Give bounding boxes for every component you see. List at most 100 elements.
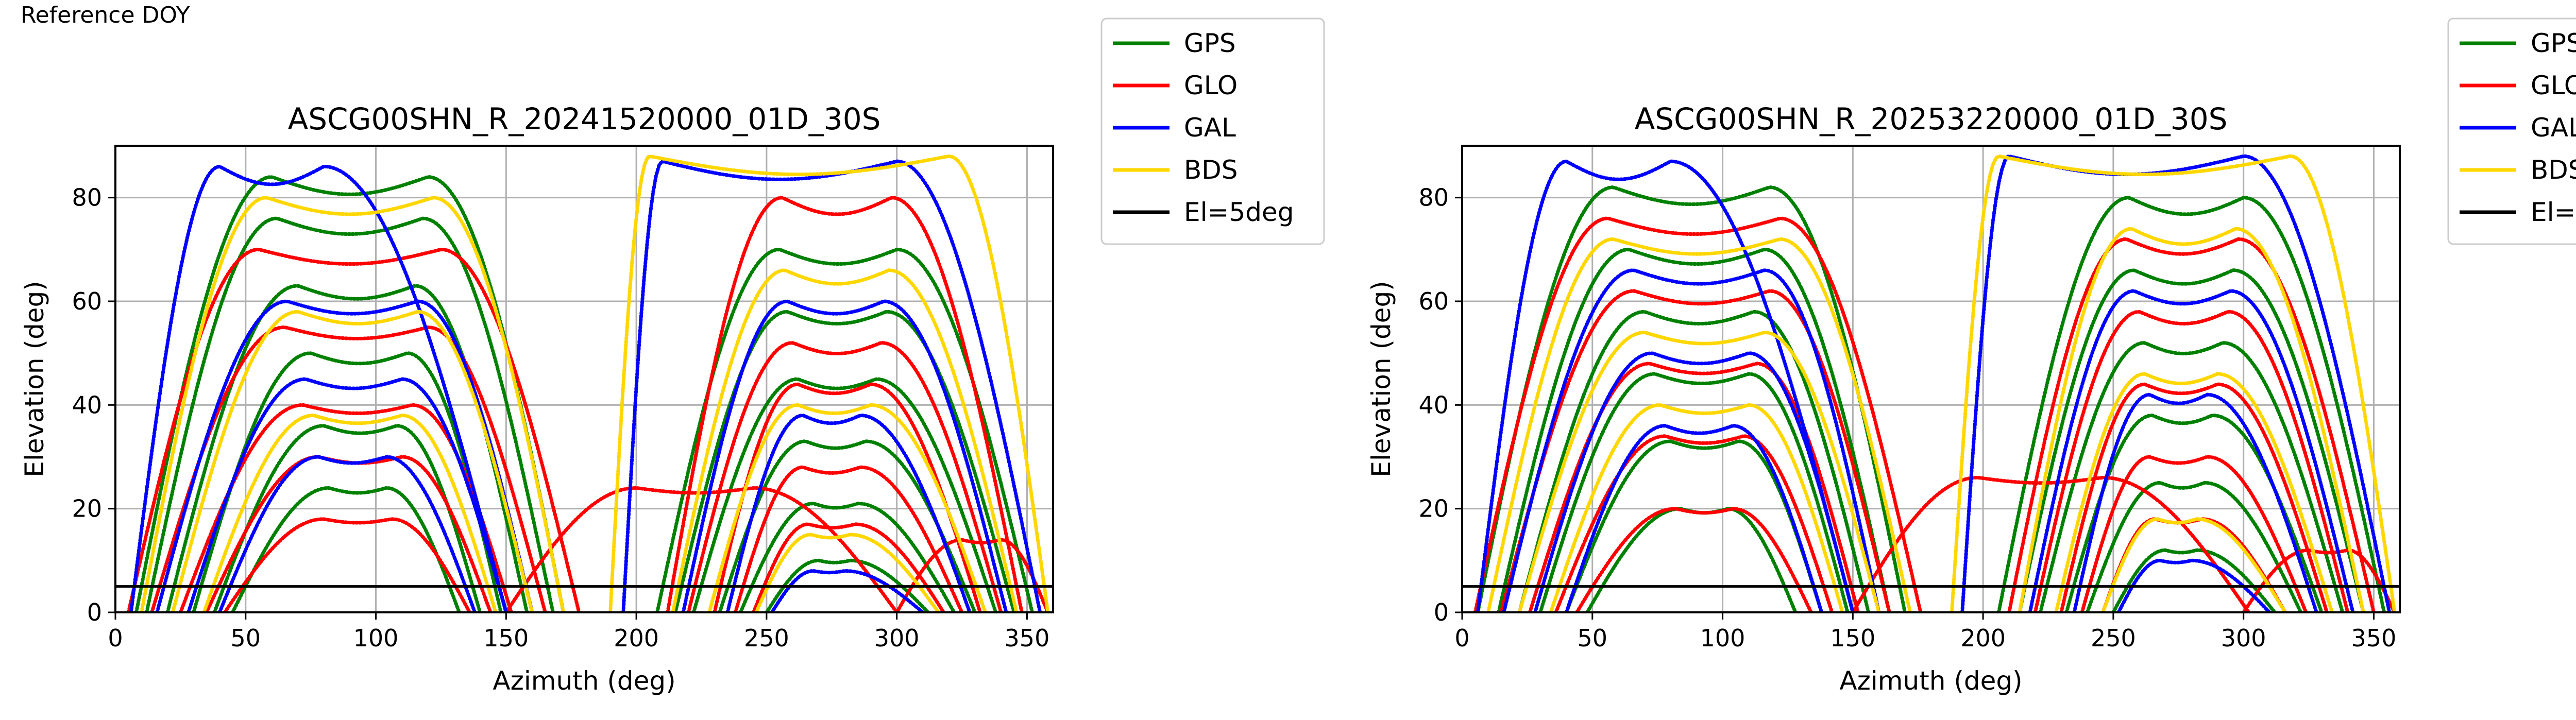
skyplot-panel-2: 0 50 100 150 200 250 300 350 0 20 40 60 80 ASCG00SHN_… xyxy=(1366,18,2576,696)
y-tick-label: 80 xyxy=(72,184,102,212)
track-bds xyxy=(608,154,1050,612)
legend-label: GLO xyxy=(1184,71,1238,100)
track-gps xyxy=(1497,247,1891,612)
track-bds xyxy=(202,413,498,612)
satellite-tracks xyxy=(1473,154,2397,612)
track-gal xyxy=(725,413,972,612)
track-glo xyxy=(504,486,899,612)
track-gps xyxy=(1476,185,1907,612)
track-gps xyxy=(1538,372,1850,612)
y-tick-label: 60 xyxy=(72,287,102,315)
y-tick-label: 0 xyxy=(1434,598,1449,626)
track-gps xyxy=(1585,507,1798,612)
track-gal xyxy=(681,299,1008,612)
track-bds xyxy=(1486,237,1912,612)
track-gal xyxy=(217,455,477,612)
track-glo xyxy=(150,325,547,612)
track-bds xyxy=(2101,517,2287,612)
x-tick-label: 0 xyxy=(1454,624,1469,652)
track-gps xyxy=(2038,341,2345,612)
x-tick-label: 50 xyxy=(231,624,261,652)
legend-label: GAL xyxy=(1184,113,1236,143)
track-gal xyxy=(155,299,534,612)
track-glo xyxy=(1499,289,1891,612)
y-tick-label: 20 xyxy=(1418,495,1449,523)
track-bds xyxy=(2054,372,2334,612)
track-gal xyxy=(770,569,925,612)
track-glo xyxy=(2033,310,2350,612)
y-tick-label: 80 xyxy=(1418,184,1449,212)
legend-box xyxy=(1100,18,1325,245)
track-bds xyxy=(1950,154,2397,612)
track-gps xyxy=(2085,481,2303,612)
track-glo xyxy=(1473,216,1923,612)
y-tick-label: 0 xyxy=(87,598,102,626)
y-tick-label: 60 xyxy=(1418,287,1449,315)
y-tick-label: 20 xyxy=(72,495,102,523)
track-bds xyxy=(171,310,534,612)
track-glo xyxy=(1554,434,1834,612)
track-gps xyxy=(134,175,566,612)
y-axis-label: Elevation (deg) xyxy=(20,281,49,477)
track-glo xyxy=(2080,455,2308,612)
track-gps xyxy=(2018,268,2365,612)
track-glo xyxy=(733,465,964,612)
legend-label: BDS xyxy=(1184,155,1238,185)
x-tick-label: 0 xyxy=(108,624,123,652)
track-glo xyxy=(2059,382,2329,612)
track-glo xyxy=(895,538,1050,612)
track-bds xyxy=(671,268,1019,612)
legend-label: El=5deg xyxy=(2531,197,2576,227)
track-gal xyxy=(1476,159,1855,612)
track-glo xyxy=(666,196,1024,612)
track-bds xyxy=(1549,403,1844,612)
legend-label: GAL xyxy=(2531,113,2576,143)
x-tick-label: 100 xyxy=(353,624,399,652)
x-tick-label: 200 xyxy=(614,624,659,652)
track-gps xyxy=(231,486,461,612)
x-tick-label: 150 xyxy=(483,624,529,652)
track-glo xyxy=(686,341,1003,612)
track-bds xyxy=(1517,330,1881,612)
track-gps xyxy=(1517,310,1871,612)
x-axis-label: Azimuth (deg) xyxy=(1839,666,2022,696)
track-glo xyxy=(2007,237,2376,612)
y-tick-label: 40 xyxy=(72,391,102,419)
track-bds xyxy=(140,196,566,612)
track-gps xyxy=(691,377,998,612)
track-bds xyxy=(754,533,941,612)
track-glo xyxy=(205,455,493,612)
track-glo xyxy=(126,247,581,612)
satellite-tracks xyxy=(126,154,1050,612)
x-tick-label: 250 xyxy=(744,624,789,652)
track-glo xyxy=(713,382,982,612)
y-tick-label: 40 xyxy=(1418,391,1449,419)
y-axis-label: Elevation (deg) xyxy=(1366,281,1396,477)
track-gal xyxy=(1533,351,1855,612)
x-tick-label: 300 xyxy=(874,624,920,652)
track-gps xyxy=(145,216,555,612)
track-gps xyxy=(1564,439,1824,612)
track-glo xyxy=(223,517,472,612)
track-glo xyxy=(752,522,946,612)
axes-frame xyxy=(1461,145,2401,613)
x-axis-label: Azimuth (deg) xyxy=(493,666,675,696)
x-tick-label: 250 xyxy=(2091,624,2136,652)
x-tick-label: 200 xyxy=(1960,624,2006,652)
x-tick-label: 50 xyxy=(1578,624,1608,652)
track-gal xyxy=(1502,268,1881,612)
track-bds xyxy=(2018,227,2365,612)
track-gps xyxy=(738,502,956,612)
reference-doy-label: Reference DOY xyxy=(21,2,190,28)
x-tick-label: 350 xyxy=(1005,624,1050,652)
track-glo xyxy=(2242,548,2397,612)
chart-title: ASCG00SHN_R_20241520000_01D_30S xyxy=(288,101,881,136)
legend-label: GLO xyxy=(2531,71,2576,100)
legend-label: GPS xyxy=(2531,28,2576,58)
track-glo xyxy=(1574,507,1813,612)
legend-label: BDS xyxy=(2531,155,2576,185)
track-gal xyxy=(1564,424,1824,612)
skyplot-panel-1: 0 50 100 150 200 250 300 350 0 20 40 60 80 ASCG00SHN_… xyxy=(20,18,1325,696)
legend-label: El=5deg xyxy=(1184,197,1294,227)
